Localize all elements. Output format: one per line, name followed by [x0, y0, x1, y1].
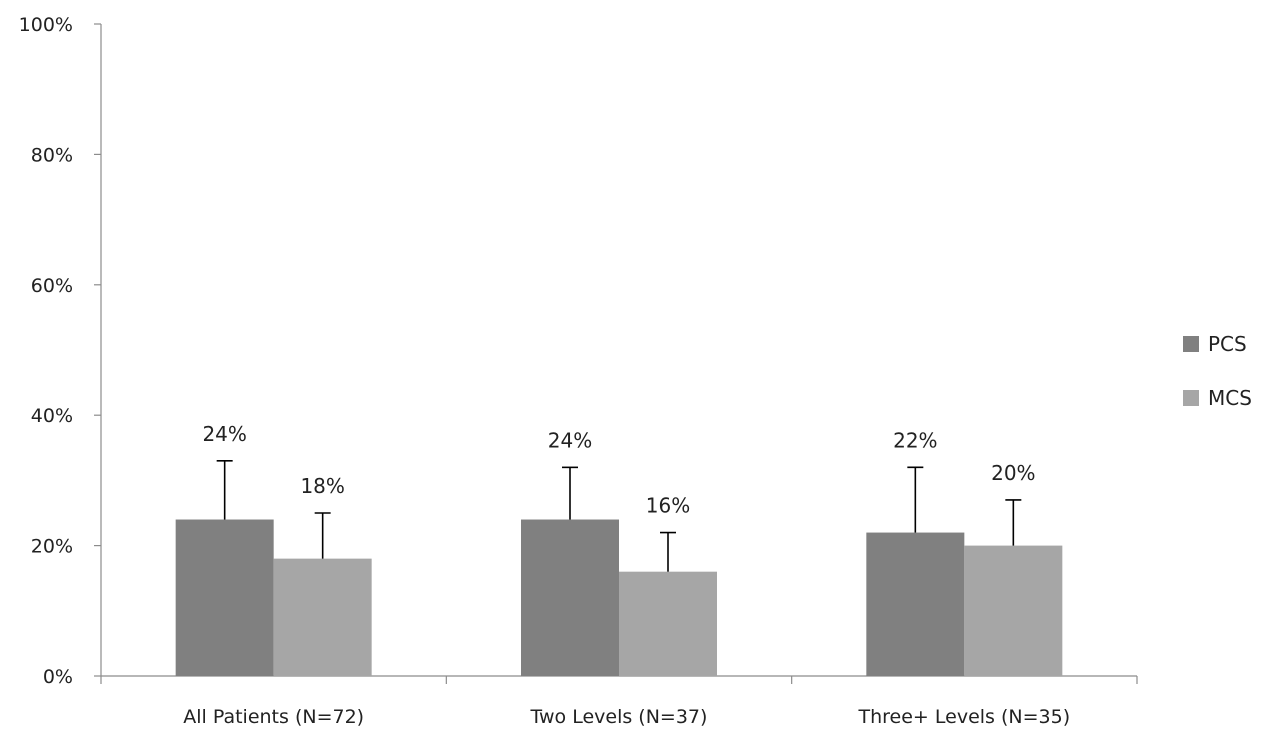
x-category-label: Three+ Levels (N=35) [858, 706, 1071, 728]
bar-mcs [619, 571, 717, 676]
data-label-pcs: 22% [893, 428, 937, 452]
data-label-pcs: 24% [202, 422, 246, 446]
data-label-mcs: 20% [991, 461, 1035, 485]
error-bars [216, 460, 1022, 572]
bar-pcs [175, 519, 274, 676]
y-tick-label: 100% [19, 14, 73, 36]
bar-pcs [866, 532, 965, 676]
bar-mcs [273, 558, 372, 676]
x-category-label: All Patients (N=72) [183, 706, 364, 728]
legend-swatch-pcs [1183, 336, 1199, 352]
y-tick-label: 60% [31, 275, 73, 297]
legend-swatch-mcs [1183, 390, 1199, 406]
legend: PCS MCS [1183, 332, 1252, 410]
y-tick-label: 40% [31, 405, 73, 427]
y-tick-label: 80% [31, 144, 73, 166]
legend-label-mcs: MCS [1208, 386, 1252, 410]
y-tick-label: 0% [43, 666, 73, 688]
x-axis: All Patients (N=72) Two Levels (N=37) Thre… [100, 675, 1138, 728]
legend-label-pcs: PCS [1208, 332, 1247, 356]
bar-mcs [964, 545, 1063, 676]
y-tick-label: 20% [31, 536, 73, 558]
bar-pcs [521, 519, 619, 676]
data-label-pcs: 24% [548, 428, 592, 452]
x-category-label: Two Levels (N=37) [530, 706, 708, 728]
y-axis: 0% 20% 40% 60% 80% 100% [19, 14, 102, 688]
data-label-mcs: 16% [646, 494, 690, 518]
data-labels: 24% 24% 22% 18% 16% 20% [202, 422, 1035, 518]
bars [175, 519, 1063, 676]
data-label-mcs: 18% [300, 474, 344, 498]
